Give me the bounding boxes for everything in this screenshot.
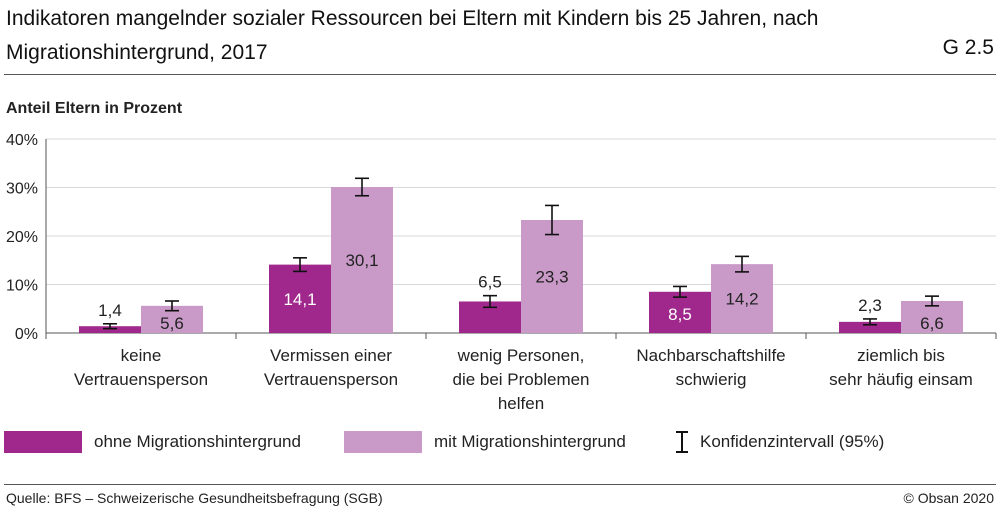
legend: ohne Migrationshintergrund mit Migration… [0, 428, 1000, 460]
legend-item-series1: ohne Migrationshintergrund [4, 428, 301, 456]
y-tick-label: 10% [6, 278, 38, 295]
legend-item-series2: mit Migrationshintergrund [344, 428, 626, 456]
x-category-label: keine [121, 346, 162, 365]
y-tick-label: 20% [6, 229, 38, 246]
data-label: 2,3 [858, 296, 882, 315]
bar-ohne-4 [839, 321, 901, 333]
x-category-label: Vermissen einer [270, 346, 392, 365]
bar-ohne-0 [79, 326, 141, 333]
x-category-label: ziemlich bis [857, 346, 945, 365]
y-axis-caption: Anteil Eltern in Prozent [6, 100, 183, 117]
x-category-label: schwierig [676, 370, 747, 389]
data-label: 30,1 [345, 251, 378, 270]
legend-label-series2: mit Migrationshintergrund [434, 432, 626, 451]
x-category-label: sehr häufig einsam [829, 370, 973, 389]
data-label: 23,3 [535, 267, 568, 286]
legend-swatch-series2 [344, 431, 422, 453]
x-category-label: Vertrauensperson [264, 370, 398, 389]
bar-chart: 0% 10% 20% 30% 40% 1,4 5,6 keine Vertrauensperso… [6, 132, 997, 413]
bar-mit-1 [331, 187, 393, 333]
y-tick-label: 30% [6, 181, 38, 198]
bar-ohne-3 [649, 291, 711, 333]
bar-mit-2 [521, 219, 583, 333]
bar-mit-3 [711, 264, 773, 333]
data-label: 5,6 [160, 314, 184, 333]
chart-id: G 2.5 [942, 36, 994, 59]
data-label: 14,1 [283, 290, 316, 309]
x-category-label: helfen [498, 394, 544, 413]
bottom-divider [4, 484, 996, 485]
bar-ohne-1 [269, 264, 331, 333]
legend-item-ci: Konfidenzintervall (95%) [672, 428, 884, 456]
y-tick-label: 40% [6, 132, 38, 149]
top-divider [4, 74, 996, 75]
confidence-interval-icon [676, 431, 688, 453]
y-tick-label: 0% [15, 326, 38, 343]
x-category-label: die bei Problemen [452, 370, 589, 389]
data-label: 14,2 [725, 290, 758, 309]
legend-label-series1: ohne Migrationshintergrund [94, 432, 301, 451]
x-category-label: Nachbarschaftshilfe [636, 346, 785, 365]
chart-title: Indikatoren mangelnder sozialer Ressourc… [6, 7, 819, 64]
source-note: Quelle: BFS – Schweizerische Gesundheits… [6, 490, 383, 506]
data-label: 6,6 [920, 314, 944, 333]
copyright-note: © Obsan 2020 [903, 490, 995, 506]
data-label: 8,5 [668, 305, 692, 324]
x-category-label: Vertrauensperson [74, 370, 208, 389]
legend-swatch-series1 [4, 431, 82, 453]
x-category-label: wenig Personen, [457, 346, 585, 365]
legend-label-ci: Konfidenzintervall (95%) [700, 432, 885, 451]
data-label: 6,5 [478, 273, 502, 292]
data-label: 1,4 [98, 301, 122, 320]
